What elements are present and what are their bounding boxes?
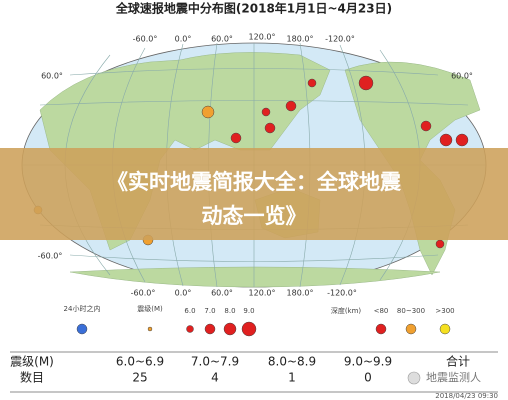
legend-label: 深度(km): [331, 306, 362, 315]
longitude-labels: -60.0° 0.0° 60.0° 120.0° 180.0° -120.0° …: [38, 33, 473, 298]
latitude-label: 60.0°: [41, 72, 63, 81]
table-header: 合计: [446, 354, 470, 369]
quake: [358, 75, 374, 91]
legend-label: >300: [435, 307, 454, 315]
longitude-label: 120.0°: [249, 33, 276, 42]
table-header: 7.0~7.9: [191, 355, 239, 369]
legend-symbol: [147, 326, 153, 332]
longitude-label: -60.0°: [133, 35, 158, 44]
legend-symbol: [186, 325, 194, 333]
longitude-label: -60.0°: [131, 289, 156, 298]
latitude-label: 60.0°: [451, 72, 473, 81]
quake: [307, 78, 317, 88]
table-cell: 4: [211, 371, 219, 385]
quake: [201, 105, 215, 119]
banner-text: 动态一览》: [202, 204, 307, 228]
longitude-label: -120.0°: [327, 289, 357, 298]
quake: [261, 107, 271, 117]
watermark: 地震监测人: [426, 371, 481, 384]
banner-background: [0, 148, 508, 240]
quake: [420, 120, 432, 132]
legend-symbol: [375, 323, 387, 335]
legend-label: 7.0: [204, 307, 215, 315]
table-cell: 25: [132, 371, 147, 385]
legend-symbol: [405, 323, 417, 335]
longitude-label: 60.0°: [211, 35, 233, 44]
banner: 《实时地震简报大全：全球地震 动态一览》: [0, 148, 508, 240]
table-cell: 0: [364, 371, 372, 385]
longitude-label: 180.0°: [287, 35, 314, 44]
legend: 24小时之内 震级(M) 6.0 7.0 8.0 9.0 深度(km) <80 …: [64, 304, 455, 337]
longitude-label: 0.0°: [175, 289, 192, 298]
longitude-label: 60.0°: [211, 289, 233, 298]
map-title: 全球速报地震中分布图(2018年1月1日~4月23日): [115, 1, 392, 16]
quake: [285, 100, 297, 112]
table-header: 8.0~8.9: [268, 355, 316, 369]
legend-label: 24小时之内: [64, 304, 101, 313]
table-header: 6.0~6.9: [116, 355, 164, 369]
quake: [439, 133, 453, 147]
legend-label: 震级(M): [137, 304, 163, 313]
legend-label: 6.0: [184, 307, 195, 315]
legend-label: 8.0: [224, 307, 235, 315]
table-cell: 数目: [20, 370, 44, 385]
latitude-label: -60.0°: [38, 252, 63, 261]
legend-label: 9.0: [243, 307, 254, 315]
quake: [230, 132, 242, 144]
table-header: 震级(M): [10, 355, 54, 369]
legend-label: <80: [374, 307, 389, 315]
legend-label: 80~300: [397, 307, 425, 315]
table-cell: 1: [288, 371, 296, 385]
footer-date: 2018/04/23 09:30: [435, 392, 498, 400]
legend-symbol: [204, 323, 216, 335]
table: 震级(M) 6.0~6.9 7.0~7.9 8.0~8.9 9.0~9.9 合计…: [10, 351, 498, 393]
watermark-icon: [407, 371, 421, 385]
quake: [435, 239, 445, 249]
quake: [455, 133, 469, 147]
legend-symbol: [76, 323, 88, 335]
longitude-label: 0.0°: [175, 35, 192, 44]
table-header: 9.0~9.9: [344, 355, 392, 369]
land: [69, 266, 441, 288]
quake: [264, 122, 276, 134]
legend-symbol: [223, 322, 237, 336]
legend-symbol: [241, 321, 257, 337]
legend-symbol: [439, 323, 451, 335]
banner-text: 《实时地震简报大全：全球地震: [107, 170, 402, 194]
longitude-label: -120.0°: [325, 35, 355, 44]
longitude-label: 120.0°: [249, 289, 276, 298]
longitude-label: 180.0°: [287, 289, 314, 298]
